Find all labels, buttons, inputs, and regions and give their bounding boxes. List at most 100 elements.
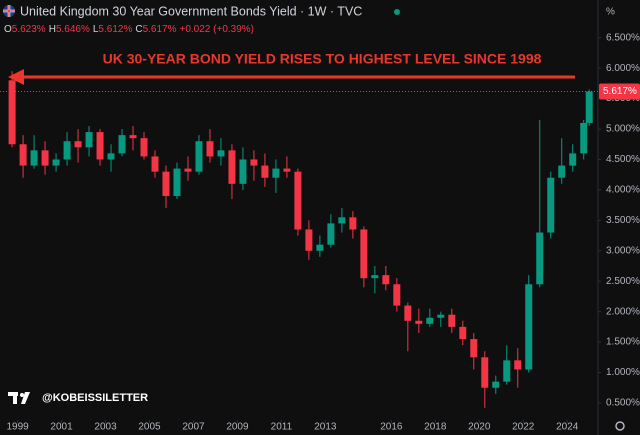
candle-body	[470, 339, 478, 358]
x-tick-label: 2001	[50, 422, 73, 433]
candle-body	[85, 132, 93, 148]
candle-body	[283, 168, 291, 172]
ohlc-key: C	[135, 24, 142, 35]
candle-body	[30, 150, 38, 166]
candle-body	[415, 320, 423, 324]
candle-body	[569, 153, 577, 166]
candle-body	[459, 326, 467, 340]
ohlc-legend: O5.623% H5.646% L5.612% C5.617% +0.022 (+0.3…	[4, 24, 254, 35]
candle-body	[360, 229, 368, 279]
y-tick-label: 4.000%	[606, 185, 640, 196]
candle-body	[250, 159, 258, 166]
y-tick-label: 1.500%	[606, 337, 640, 348]
candle-body	[316, 244, 324, 251]
candle-body	[349, 217, 357, 230]
arrow-head	[8, 69, 24, 85]
candle-body	[327, 223, 335, 245]
candle-body	[393, 284, 401, 306]
x-tick-label: 2007	[182, 422, 205, 433]
candle-body	[239, 159, 247, 184]
tv-logo	[8, 392, 30, 404]
candle-body	[228, 150, 236, 184]
last-price-label: 5.617%	[603, 86, 637, 97]
candle-body	[426, 317, 434, 324]
candle-body	[151, 156, 159, 172]
candle-body	[404, 305, 412, 321]
candle-body	[140, 138, 148, 157]
ohlc-key: H	[49, 24, 56, 35]
status-dot	[394, 9, 400, 15]
candle-body	[338, 217, 346, 224]
candle-body	[272, 168, 280, 178]
y-tick-label: 3.000%	[606, 245, 640, 256]
y-tick-label: 2.000%	[606, 306, 640, 317]
x-tick-label: 2009	[226, 422, 249, 433]
x-tick-label: 2011	[271, 422, 293, 433]
x-tick-label: 2022	[512, 422, 535, 433]
candle-body	[162, 171, 170, 196]
ohlc-key: O	[4, 24, 12, 35]
candle-body	[547, 177, 555, 233]
x-tick-label: 2024	[556, 422, 579, 433]
candle-body	[52, 159, 60, 166]
y-tick-label: 3.500%	[606, 215, 640, 226]
candle-body	[41, 150, 49, 166]
candle-body	[558, 165, 566, 178]
y-tick-label: 5.000%	[606, 124, 640, 135]
candle-body	[184, 168, 192, 172]
x-tick-label: 2018	[424, 422, 447, 433]
ohlc-change: +0.022 (+0.39%)	[180, 24, 255, 35]
y-tick-label: 6.500%	[606, 32, 640, 43]
x-tick-label: 2020	[468, 422, 491, 433]
candle-body	[118, 135, 126, 154]
flag-icon	[3, 5, 15, 17]
candle-body	[206, 141, 214, 157]
candle-body	[74, 141, 82, 148]
x-tick-label: 2013	[314, 422, 337, 433]
x-tick-label: 2005	[138, 422, 161, 433]
candle-body	[536, 232, 544, 285]
ohlc-value: 5.623%	[12, 24, 46, 35]
candle-body	[195, 141, 203, 172]
candle-body	[371, 275, 379, 279]
candle-body	[261, 165, 269, 178]
candle-body	[492, 381, 500, 388]
y-tick-label: 1.000%	[606, 367, 640, 378]
candle-body	[382, 275, 390, 285]
candle-body	[585, 91, 593, 123]
candle-body	[96, 132, 104, 160]
ohlc-value: 5.646%	[56, 24, 90, 35]
y-tick-label: 6.000%	[606, 63, 640, 74]
candle-body	[63, 141, 71, 160]
candle-body	[217, 150, 225, 157]
y-tick-label: 0.500%	[606, 398, 640, 409]
unit-label: %	[606, 7, 615, 18]
candle-body	[437, 314, 445, 318]
candle-body	[503, 360, 511, 382]
candle-body	[305, 229, 313, 251]
candle-body	[107, 153, 115, 160]
candle-body	[8, 80, 16, 145]
y-tick-label: 2.500%	[606, 276, 640, 287]
last-price-box	[599, 83, 640, 100]
x-tick-label: 2003	[94, 422, 117, 433]
watermark: @KOBEISSILETTER	[42, 392, 148, 404]
ohlc-value: 5.617%	[143, 24, 177, 35]
candle-body	[525, 284, 533, 370]
x-tick-label: 1999	[6, 422, 29, 433]
ohlc-value: 5.612%	[98, 24, 132, 35]
ohlc-key: L	[93, 24, 99, 35]
candle-body	[514, 360, 522, 370]
x-tick-label: 2016	[380, 422, 403, 433]
candle-body	[294, 171, 302, 230]
candle-body	[19, 144, 27, 166]
candle-body	[448, 314, 456, 327]
chart-title: United Kingdom 30 Year Government Bonds …	[20, 4, 362, 18]
candle-body	[129, 135, 137, 139]
candle-body	[580, 122, 588, 154]
candle-body	[173, 168, 181, 196]
candle-body	[481, 357, 489, 388]
settings-icon[interactable]	[615, 421, 625, 431]
